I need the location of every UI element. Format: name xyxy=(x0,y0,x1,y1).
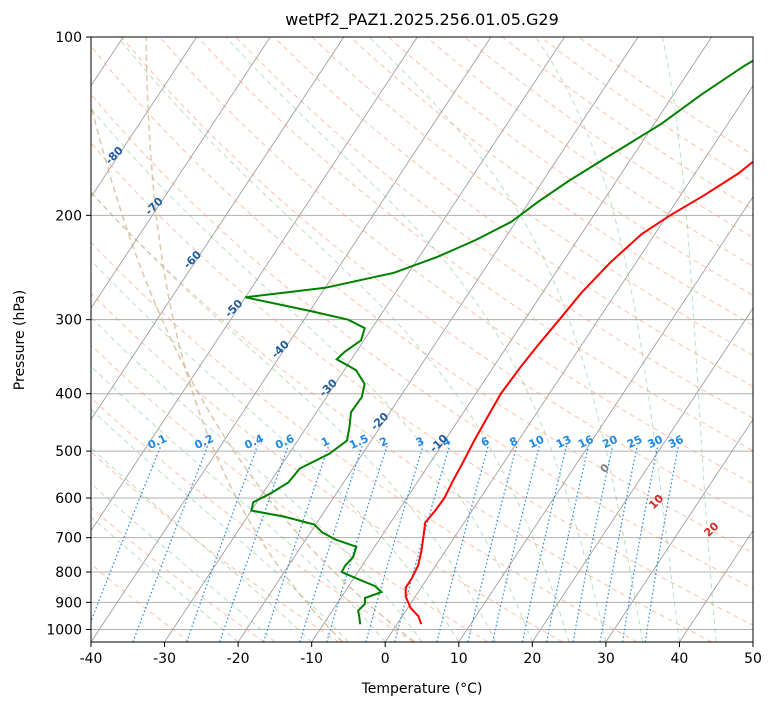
mixing-ratio-line xyxy=(467,445,518,642)
moist-adiabat-line xyxy=(662,37,717,642)
mixing-ratio-label: 30 xyxy=(646,433,666,451)
isotherm-line xyxy=(91,37,345,421)
moist-adiabat-line xyxy=(91,447,313,642)
plot-frame xyxy=(90,36,754,643)
x-tick-label: 0 xyxy=(381,651,390,667)
x-tick-label: 40 xyxy=(671,651,689,667)
isotherm-line xyxy=(458,196,753,642)
isotherm-line xyxy=(91,37,492,642)
mixing-ratio-line xyxy=(436,445,489,642)
y-tick-label: 700 xyxy=(55,531,82,547)
mixing-ratio-line xyxy=(572,445,614,642)
axes: -40 -30 -20 -10 0 10 20 30 40 50 1000 900 800 700 600 5… xyxy=(46,30,762,667)
isotherm-line xyxy=(164,37,565,642)
isotherm-line xyxy=(679,529,753,642)
mixing-ratio-label: 10 xyxy=(527,433,547,451)
y-tick-label: 1000 xyxy=(46,622,82,638)
x-tick-label: -30 xyxy=(153,651,176,667)
mixing-ratio-label: 36 xyxy=(666,433,686,451)
mixing-ratio-line xyxy=(644,445,679,642)
isotherm-line xyxy=(384,84,753,642)
mixing-ratio-label: 13 xyxy=(554,433,573,451)
dry-adiabat-line xyxy=(387,37,753,296)
saturation-line xyxy=(91,101,416,642)
dry-adiabat-line xyxy=(91,142,753,626)
x-tick-label: 20 xyxy=(523,651,541,667)
mixing-ratio-line xyxy=(365,445,424,642)
moist-adiabat-line xyxy=(91,482,276,642)
y-tick-label: 300 xyxy=(55,313,82,329)
mixing-ratio-line xyxy=(219,445,289,642)
moist-adiabat-line xyxy=(369,37,644,642)
dry-adiabat-line xyxy=(91,93,753,590)
moist-adiabat-line xyxy=(91,107,533,642)
moist-adiabat-line xyxy=(91,259,460,642)
dry-adiabat-line xyxy=(311,37,753,357)
isotherm-line xyxy=(531,307,753,642)
mixing-ratio-line xyxy=(394,445,451,642)
dry-adiabat-line xyxy=(235,37,753,419)
mixing-ratio-line xyxy=(299,445,363,642)
y-tick-label: 600 xyxy=(55,491,82,507)
isotherm-line xyxy=(91,37,271,310)
chart-title: wetPf2_PAZ1.2025.256.01.05.G29 xyxy=(285,10,559,30)
x-tick-label: -20 xyxy=(227,651,250,667)
x-tick-label: -40 xyxy=(80,651,103,667)
x-axis-title: Temperature (°C) xyxy=(361,681,483,697)
y-tick-label: 500 xyxy=(55,444,82,460)
moist-adiabat-line xyxy=(91,365,386,642)
moist-adiabat-line xyxy=(91,516,239,642)
y-axis-title: Pressure (hPa) xyxy=(12,290,28,390)
profile-line xyxy=(245,59,753,625)
x-tick-label: 30 xyxy=(597,651,615,667)
moist-adiabat-line xyxy=(91,191,497,642)
y-tick-label: 200 xyxy=(55,208,82,224)
background-grid xyxy=(91,37,753,642)
mixing-ratio-label: 25 xyxy=(625,433,644,451)
mixing-ratio-label: 20 xyxy=(600,433,620,451)
isotherm-line xyxy=(91,37,198,198)
sounding-series xyxy=(245,59,753,625)
profile-line xyxy=(404,160,753,625)
mixing-ratio-line xyxy=(186,445,258,642)
isotherm-line xyxy=(91,37,418,532)
mixing-ratio-line xyxy=(326,445,388,642)
mixing-ratio-line xyxy=(622,445,659,642)
y-tick-label: 800 xyxy=(55,565,82,581)
dry-adiabat-line xyxy=(91,191,713,642)
mixing-ratio-line xyxy=(132,445,209,642)
y-tick-label: 100 xyxy=(55,30,82,46)
dry-adiabat-line xyxy=(91,292,563,642)
moist-adiabat-line xyxy=(535,37,680,642)
isotherm-line xyxy=(605,418,753,642)
mixing-ratio-label: 16 xyxy=(576,433,596,451)
dry-adiabat-line xyxy=(159,37,753,485)
y-tick-label: 900 xyxy=(55,595,82,611)
mixing-ratio-line xyxy=(599,445,638,642)
mixing-ratio-line xyxy=(262,445,330,642)
mixing-ratio-line xyxy=(546,445,590,642)
mixing-ratio-line xyxy=(492,445,540,642)
x-tick-label: -10 xyxy=(300,651,323,667)
isotherm-line xyxy=(237,37,639,642)
x-tick-label: 50 xyxy=(744,651,762,667)
saturation-line xyxy=(145,37,344,642)
dry-adiabat-line xyxy=(349,37,753,326)
dry-adiabat-line xyxy=(91,241,638,642)
x-tick-label: 10 xyxy=(450,651,468,667)
y-tick-label: 400 xyxy=(55,387,82,403)
mixing-ratio-line xyxy=(521,445,568,642)
